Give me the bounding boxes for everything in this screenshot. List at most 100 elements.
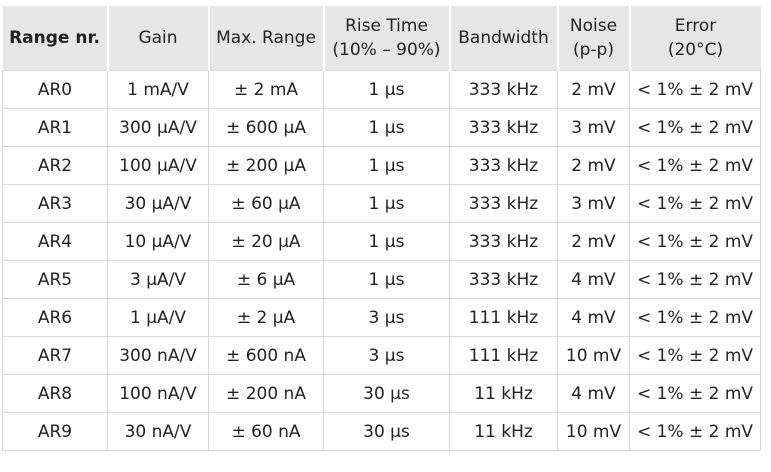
table-cell: < 1% ± 2 mV (629, 260, 761, 299)
table-cell: < 1% ± 2 mV (629, 412, 761, 451)
table-cell: ± 60 µA (208, 184, 324, 223)
header-text: Bandwidth (458, 28, 549, 48)
table-row: AR6 1 µA/V ± 2 µA 3 µs 111 kHz 4 mV < 1% ± 2 m… (2, 298, 761, 337)
table-cell: 1 µs (323, 222, 450, 261)
table-cell: 1 mA/V (107, 70, 209, 109)
table-cell: 111 kHz (449, 336, 558, 375)
table-row: AR7 300 nA/V ± 600 nA 3 µs 111 kHz 10 mV < 1% … (2, 336, 761, 375)
table-cell: 3 mV (557, 108, 630, 147)
table-cell: 333 kHz (449, 184, 558, 223)
table-cell: 3 mV (557, 184, 630, 223)
table-cell: 4 mV (557, 260, 630, 299)
table-cell: 3 µA/V (107, 260, 209, 299)
table-cell: 111 kHz (449, 298, 558, 337)
table-cell: 3 µs (323, 336, 450, 375)
header-cell: Max. Range (207, 6, 324, 71)
header-text: Max. Range (216, 28, 316, 48)
table-cell: 2 mV (557, 70, 630, 109)
header-cell: Range nr. (2, 6, 108, 71)
table-cell: AR3 (2, 184, 108, 223)
table-cell: 333 kHz (449, 108, 558, 147)
table-cell: < 1% ± 2 mV (629, 298, 761, 337)
table-cell: < 1% ± 2 mV (629, 184, 761, 223)
spec-table: Range nr. Gain Max. Range Rise Time (10% – 9… (2, 6, 761, 451)
table-cell: 1 µs (323, 108, 450, 147)
table-cell: AR0 (2, 70, 108, 109)
table-cell: AR1 (2, 108, 108, 147)
header-text: Range nr. (9, 28, 100, 48)
table-cell: ± 600 µA (208, 108, 324, 147)
header-text: Rise Time (345, 16, 428, 36)
table-cell: AR4 (2, 222, 108, 261)
table-cell: < 1% ± 2 mV (629, 108, 761, 147)
header-cell: Gain (106, 6, 209, 71)
header-text: (10% – 90%) (332, 40, 441, 60)
table-cell: 333 kHz (449, 222, 558, 261)
table-cell: ± 2 µA (208, 298, 324, 337)
table-cell: ± 200 nA (208, 374, 324, 413)
table-cell: 300 µA/V (107, 108, 209, 147)
table-cell: 1 µs (323, 146, 450, 185)
table-cell: 30 µA/V (107, 184, 209, 223)
table-cell: ± 200 µA (208, 146, 324, 185)
table-body: AR0 1 mA/V ± 2 mA 1 µs 333 kHz 2 mV < 1% ± 2 m… (2, 70, 761, 451)
table-cell: 100 nA/V (107, 374, 209, 413)
header-text: Gain (138, 28, 178, 48)
header-cell: Bandwidth (448, 6, 558, 71)
header-text: Noise (569, 16, 618, 36)
table-cell: 10 mV (557, 336, 630, 375)
table-cell: AR7 (2, 336, 108, 375)
table-cell: ± 2 mA (208, 70, 324, 109)
table-cell: 11 kHz (449, 412, 558, 451)
table-cell: 333 kHz (449, 146, 558, 185)
table-cell: 30 nA/V (107, 412, 209, 451)
table-row: AR1 300 µA/V ± 600 µA 1 µs 333 kHz 3 mV < 1% ±… (2, 108, 761, 147)
table-row: AR5 3 µA/V ± 6 µA 1 µs 333 kHz 4 mV < 1% ± 2 m… (2, 260, 761, 299)
table-cell: 30 µs (323, 412, 450, 451)
table-row: AR0 1 mA/V ± 2 mA 1 µs 333 kHz 2 mV < 1% ± 2 m… (2, 70, 761, 109)
table-cell: 4 mV (557, 374, 630, 413)
table-cell: ± 6 µA (208, 260, 324, 299)
table-cell: 2 mV (557, 222, 630, 261)
table-cell: 100 µA/V (107, 146, 209, 185)
table-cell: 11 kHz (449, 374, 558, 413)
table-cell: AR8 (2, 374, 108, 413)
table-cell: 30 µs (323, 374, 450, 413)
header-text: (20°C) (667, 40, 724, 60)
table-cell: 333 kHz (449, 70, 558, 109)
table-cell: 2 mV (557, 146, 630, 185)
table-cell: < 1% ± 2 mV (629, 222, 761, 261)
table-row: AR4 10 µA/V ± 20 µA 1 µs 333 kHz 2 mV < 1% ± 2… (2, 222, 761, 261)
table-row: AR8 100 nA/V ± 200 nA 30 µs 11 kHz 4 mV < 1% ±… (2, 374, 761, 413)
table-cell: ± 20 µA (208, 222, 324, 261)
table-cell: AR6 (2, 298, 108, 337)
table-cell: 1 µA/V (107, 298, 209, 337)
table-cell: AR2 (2, 146, 108, 185)
table-cell: ± 600 nA (208, 336, 324, 375)
table-cell: < 1% ± 2 mV (629, 336, 761, 375)
table-row: AR9 30 nA/V ± 60 nA 30 µs 11 kHz 10 mV < 1% ± … (2, 412, 761, 451)
table-cell: 333 kHz (449, 260, 558, 299)
table-row: AR2 100 µA/V ± 200 µA 1 µs 333 kHz 2 mV < 1% ±… (2, 146, 761, 185)
table-cell: 10 µA/V (107, 222, 209, 261)
header-text: (p-p) (573, 40, 614, 60)
table-cell: 1 µs (323, 70, 450, 109)
table-cell: < 1% ± 2 mV (629, 146, 761, 185)
header-row: Range nr. Gain Max. Range Rise Time (10% – 9… (2, 6, 761, 71)
table-cell: 10 mV (557, 412, 630, 451)
table-cell: ± 60 nA (208, 412, 324, 451)
header-cell: Rise Time (10% – 90%) (322, 6, 450, 71)
table-cell: 300 nA/V (107, 336, 209, 375)
table-cell: AR5 (2, 260, 108, 299)
table-cell: < 1% ± 2 mV (629, 374, 761, 413)
table-wrapper: Range nr. Gain Max. Range Rise Time (10% – 9… (2, 6, 761, 451)
table-cell: 4 mV (557, 298, 630, 337)
header-text: Error (674, 16, 717, 36)
table-cell: < 1% ± 2 mV (629, 70, 761, 109)
table-cell: AR9 (2, 412, 108, 451)
header-cell: Noise (p-p) (556, 6, 630, 71)
table-cell: 1 µs (323, 260, 450, 299)
table-row: AR3 30 µA/V ± 60 µA 1 µs 333 kHz 3 mV < 1% ± 2… (2, 184, 761, 223)
table-cell: 1 µs (323, 184, 450, 223)
